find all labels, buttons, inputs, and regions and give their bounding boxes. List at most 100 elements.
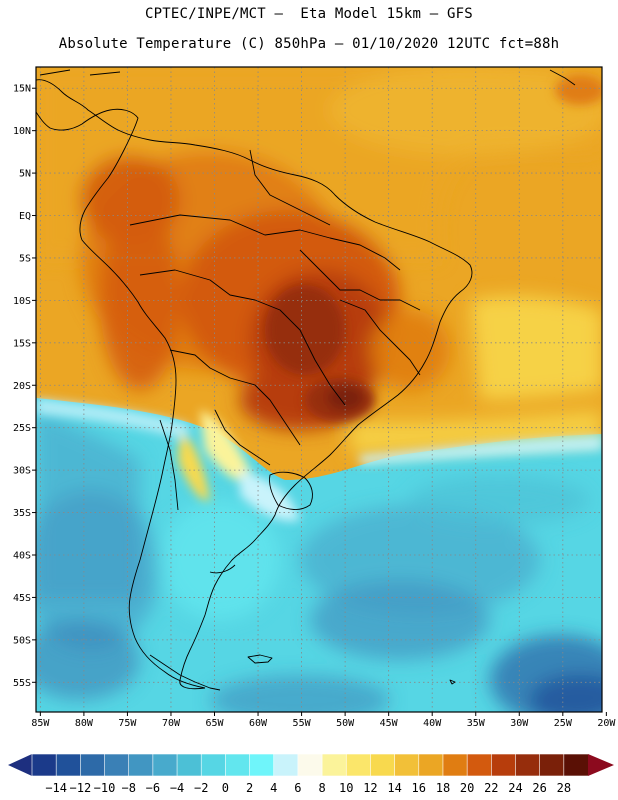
lon-label: 30W xyxy=(510,718,529,729)
colorbar-label: 22 xyxy=(484,781,498,795)
border-north xyxy=(129,214,401,271)
colorbar-label: 8 xyxy=(318,781,325,795)
colorbar-box xyxy=(394,753,420,777)
colorbar-box xyxy=(418,753,444,777)
colorbar-box xyxy=(128,753,154,777)
colorbar-label: 26 xyxy=(532,781,546,795)
title-line-1: CPTEC/INPE/MCT – Eta Model 15km – GFS xyxy=(145,6,473,22)
lon-label: 80W xyxy=(75,718,94,729)
colorbar-box xyxy=(176,753,202,777)
title-line-2: Absolute Temperature (C) 850hPa – 01/10/… xyxy=(58,36,560,52)
state-border-4 xyxy=(214,409,271,466)
colorbar-box xyxy=(273,753,299,777)
lat-label: 5S xyxy=(19,253,31,264)
lat-label: 50S xyxy=(13,635,31,646)
tierra-del-fuego xyxy=(149,654,221,691)
lat-label: 10N xyxy=(13,126,31,137)
lon-label: 60W xyxy=(249,718,268,729)
lon-label: 55W xyxy=(293,718,312,729)
temperature-map: 15N 10N 5N EQ 5S 10S 15S 20S 25S 30S 35S 40S 45S 50S 5… xyxy=(13,66,616,729)
lon-label: 45W xyxy=(380,718,399,729)
andes-border xyxy=(159,419,179,511)
temperature-field xyxy=(36,67,602,712)
africa-tip xyxy=(549,69,576,86)
colorbar-box xyxy=(104,753,130,777)
colorbar-label: 12 xyxy=(363,781,377,795)
south-georgia xyxy=(449,679,456,685)
lat-label: 15N xyxy=(13,84,31,95)
latitude-labels: 15N 10N 5N EQ 5S 10S 15S 20S 25S 30S 35S 40S 45S 50S 5… xyxy=(13,84,36,689)
colorbar-box xyxy=(80,753,106,777)
lon-label: 65W xyxy=(205,718,224,729)
lat-label: 55S xyxy=(13,678,31,689)
map-frame xyxy=(35,66,603,713)
colorbar-label: −6 xyxy=(146,781,160,795)
lat-label: 5N xyxy=(19,169,31,180)
colorbar-label: 18 xyxy=(436,781,450,795)
state-border-2 xyxy=(299,249,421,311)
colorbar-label: −8 xyxy=(121,781,135,795)
state-border-3 xyxy=(249,149,331,226)
lon-label: 85W xyxy=(31,718,50,729)
colorbar-over-arrow xyxy=(588,754,614,776)
colorbar-label: 14 xyxy=(387,781,401,795)
colorbar-box xyxy=(466,753,492,777)
rio-de-la-plata xyxy=(269,471,313,510)
colorbar-box xyxy=(515,753,541,777)
lat-label: 30S xyxy=(13,466,31,477)
border-central xyxy=(139,269,346,406)
colorbar-label: 16 xyxy=(412,781,426,795)
lat-label: EQ xyxy=(19,211,31,222)
caribbean-islands xyxy=(39,69,121,76)
lon-label: 50W xyxy=(336,718,355,729)
lon-label: 75W xyxy=(118,718,137,729)
colorbar-box xyxy=(442,753,468,777)
lon-label: 35W xyxy=(467,718,486,729)
lat-label: 40S xyxy=(13,550,31,561)
colorbar-box xyxy=(539,753,565,777)
colorbar-label: −2 xyxy=(194,781,208,795)
falkland-islands xyxy=(247,654,273,664)
lat-label: 35S xyxy=(13,508,31,519)
hot-core xyxy=(265,75,602,422)
border-south xyxy=(169,349,301,446)
lat-label: 10S xyxy=(13,296,31,307)
colorbar-label: 10 xyxy=(339,781,353,795)
lon-label: 25W xyxy=(554,718,573,729)
peninsula-valdes xyxy=(209,564,236,574)
lat-label: 20S xyxy=(13,381,31,392)
colorbar-label: 0 xyxy=(222,781,229,795)
lon-label: 70W xyxy=(162,718,181,729)
colorbar-label: −10 xyxy=(94,781,116,795)
colorbar-box xyxy=(370,753,396,777)
colorbar-box xyxy=(225,753,251,777)
colorbar-under-arrow xyxy=(8,754,32,776)
colorbar-box xyxy=(491,753,517,777)
colorbar-label: 6 xyxy=(294,781,301,795)
atlantic-coast xyxy=(36,79,473,690)
colorbar-boxes xyxy=(31,753,589,777)
colorbar-label: 2 xyxy=(246,781,253,795)
colorbar-box xyxy=(321,753,347,777)
colorbar-box xyxy=(31,753,57,777)
colorbar-box xyxy=(249,753,275,777)
colorbar-label: −12 xyxy=(70,781,92,795)
colorbar-box xyxy=(200,753,226,777)
state-border-1 xyxy=(339,299,421,376)
coastlines xyxy=(36,69,576,691)
longitude-labels: 85W 80W 75W 70W 65W 60W 55W 50W 45W 40W 35W 30W 25W 2… xyxy=(31,712,616,729)
colorbar-box xyxy=(297,753,323,777)
colorbar-box xyxy=(345,753,372,777)
colorbar-label: −4 xyxy=(170,781,184,795)
cold-layers xyxy=(36,410,602,712)
lon-label: 40W xyxy=(423,718,442,729)
lat-label: 15S xyxy=(13,338,31,349)
colorbar-label: 28 xyxy=(557,781,571,795)
lat-label: 25S xyxy=(13,423,31,434)
colorbar-box xyxy=(563,753,589,777)
colorbar-box xyxy=(152,753,178,777)
pacific-coast xyxy=(36,108,206,689)
colorbar: −14 −12 −10 −8 −6 −4 −2 0 2 4 6 8 10 12 14 16 18 20 22 24 26… xyxy=(8,753,614,795)
colorbar-label: 24 xyxy=(508,781,522,795)
colorbar-label: 20 xyxy=(460,781,474,795)
